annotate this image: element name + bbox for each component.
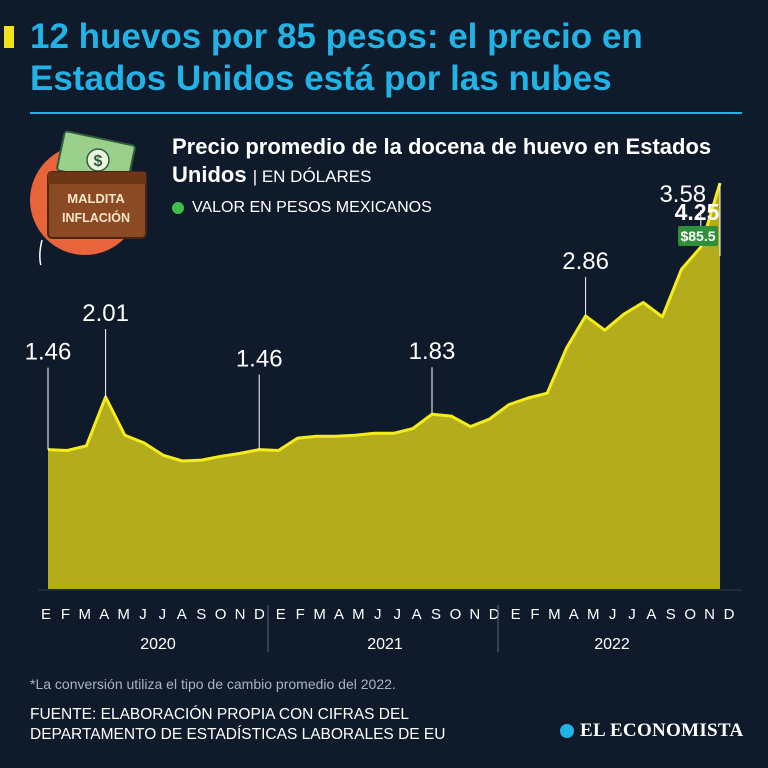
subtitle-unit: | EN DÓLARES — [252, 167, 372, 186]
x-tick-label: M — [313, 606, 326, 623]
x-tick-label: M — [548, 606, 561, 623]
peso-value-badge — [678, 226, 718, 246]
annotation-label: 1.83 — [409, 338, 456, 365]
x-tick-label: O — [215, 606, 227, 623]
x-tick-label: J — [628, 606, 636, 623]
maldita-inflacion-badge: $ MALDITA INFLACIÓN — [30, 130, 147, 265]
headline-divider — [30, 112, 742, 114]
brand-logo: EL ECONOMISTA — [560, 720, 744, 742]
x-tick-label: N — [235, 606, 246, 623]
x-tick-label: J — [159, 606, 167, 623]
year-label: 2021 — [367, 636, 403, 653]
annotation-label: 2.01 — [82, 300, 129, 327]
x-tick-label: M — [79, 606, 92, 623]
svg-text:$: $ — [94, 153, 103, 170]
legend-dot-icon — [172, 202, 184, 214]
legend-label: VALOR EN PESOS MEXICANOS — [192, 199, 432, 216]
annotation-label: 1.46 — [25, 339, 72, 366]
x-tick-label: A — [646, 606, 656, 623]
annotation-label: 2.86 — [562, 248, 609, 275]
x-tick-label: A — [412, 606, 422, 623]
x-tick-label: S — [666, 606, 676, 623]
annotation-label: 1.46 — [236, 346, 283, 373]
peso-value-label: $85.5 — [680, 228, 715, 244]
x-tick-label: E — [41, 606, 51, 623]
headline: 12 huevos por 85 pesos: el precio en Est… — [30, 17, 643, 98]
x-tick-label: E — [276, 606, 286, 623]
x-tick-label: O — [450, 606, 462, 623]
price-area — [48, 183, 720, 589]
x-tick-label: S — [431, 606, 441, 623]
x-tick-label: J — [393, 606, 401, 623]
x-tick-label: J — [139, 606, 147, 623]
chart-subtitle: Precio promedio de la docena de huevo en… — [172, 133, 752, 191]
x-tick-label: N — [704, 606, 715, 623]
x-tick-label: J — [374, 606, 382, 623]
x-tick-label: N — [469, 606, 480, 623]
subtitle-main: Precio promedio de la docena de huevo en… — [172, 134, 712, 187]
year-label: 2020 — [140, 636, 176, 653]
source: FUENTE: ELABORACIÓN PROPIA CON CIFRAS DE… — [30, 706, 446, 743]
x-tick-label: E — [511, 606, 521, 623]
headline-accent-bar — [4, 26, 14, 48]
x-tick-label: F — [61, 606, 70, 623]
x-tick-label: F — [530, 606, 539, 623]
x-tick-label: J — [609, 606, 617, 623]
x-tick-label: F — [296, 606, 305, 623]
x-tick-label: D — [254, 606, 265, 623]
annotation-label-peak: 4.25 — [675, 199, 720, 225]
x-tick-label: A — [177, 606, 187, 623]
x-tick-label: A — [334, 606, 344, 623]
x-tick-label: M — [352, 606, 365, 623]
badge-curl — [39, 239, 43, 265]
price-line — [47, 182, 722, 463]
brand-mark-icon — [560, 724, 574, 738]
x-tick-label: M — [587, 606, 600, 623]
brand-name: EL ECONOMISTA — [580, 720, 744, 741]
x-tick-label: S — [196, 606, 206, 623]
legend: VALOR EN PESOS MEXICANOS — [172, 199, 432, 217]
x-tick-label: M — [117, 606, 130, 623]
x-tick-label: D — [489, 606, 500, 623]
badge-line2: INFLACIÓN — [62, 210, 130, 225]
x-tick-label: O — [684, 606, 696, 623]
x-tick-label: A — [569, 606, 579, 623]
money-wallet-icon: $ — [47, 130, 147, 239]
footnote: *La conversión utiliza el tipo de cambio… — [30, 676, 396, 692]
year-label: 2022 — [594, 636, 630, 653]
x-tick-label: A — [99, 606, 109, 623]
badge-line1: MALDITA — [67, 191, 125, 206]
x-tick-label: D — [724, 606, 735, 623]
annotation-label: 3.58 — [659, 181, 706, 208]
